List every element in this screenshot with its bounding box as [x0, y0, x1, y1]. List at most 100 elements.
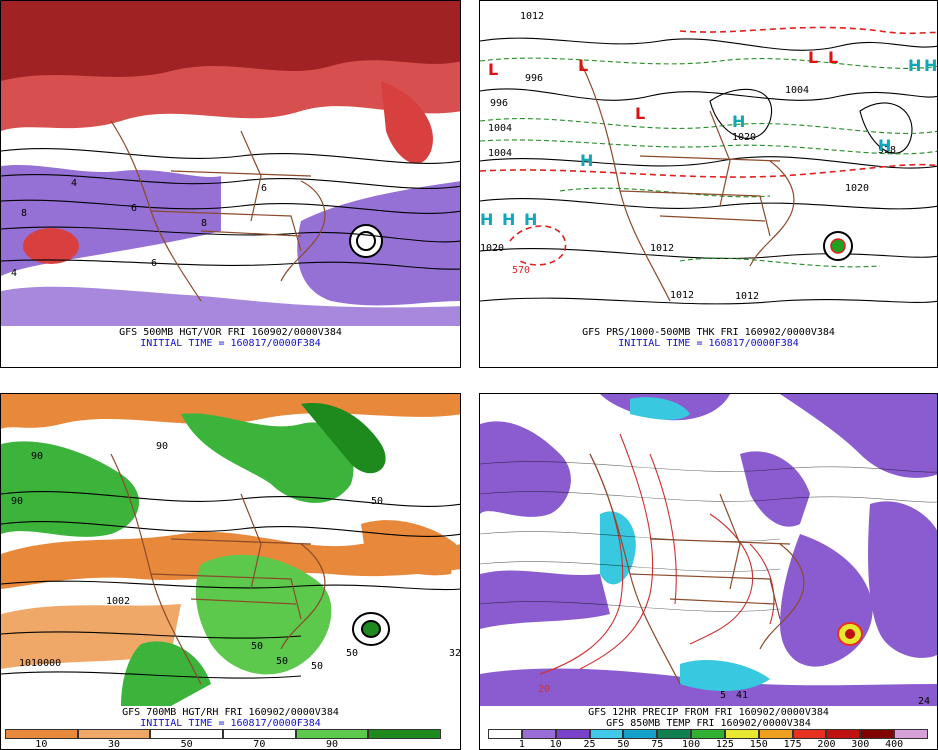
map-label: 996: [490, 98, 508, 109]
initial-time: INITIAL TIME = 160817/0000F384: [140, 718, 321, 729]
caption-line: GFS 12HR PRECIP FROM FRI 160902/0000V384: [588, 707, 829, 718]
legend-swatch: [894, 729, 928, 739]
legend-swatch: [555, 729, 590, 739]
map-700mb: 90 50 50 50 50 50 90 90 32 1010000 1002: [1, 394, 461, 706]
map-500mb: 4 6 8 6 8 6 4: [1, 1, 460, 326]
high-center: H: [878, 136, 891, 155]
legend-swatch: [657, 729, 692, 739]
legend-swatch: [368, 729, 442, 739]
legend-swatch: [589, 729, 624, 739]
initial-time: INITIAL TIME = 160817/0000F384: [618, 338, 799, 349]
map-label: 50: [346, 648, 358, 659]
legend-tick: 150: [749, 739, 768, 750]
legend-swatch: [5, 729, 78, 739]
panel-700mb-rh: 90 50 50 50 50 50 90 90 32 1010000 1002 …: [0, 393, 461, 750]
legend-tick: 90: [325, 739, 339, 750]
map-label: 1010000: [19, 658, 61, 669]
legend-tick: 175: [783, 739, 802, 750]
map-label: 996: [525, 73, 543, 84]
legend-tick: 25: [583, 739, 596, 750]
precip-legend-ticks: 1 10 25 50 75 100 125 150 175 200 300 400: [488, 739, 928, 750]
legend-swatch: [758, 729, 793, 739]
caption-line: GFS 700MB HGT/RH FRI 160902/0000V384: [122, 707, 339, 718]
legend-swatch: [623, 729, 658, 739]
high-center: H: [524, 210, 537, 229]
map-label: 90: [31, 451, 43, 462]
high-center: H: [502, 210, 515, 229]
low-center: L: [808, 48, 818, 67]
legend-swatch: [223, 729, 296, 739]
map-label: 1004: [488, 148, 512, 159]
low-center: L: [828, 48, 838, 67]
caption-line-2: GFS 850MB TEMP FRI 160902/0000V384: [606, 718, 811, 729]
legend-swatch: [488, 729, 522, 739]
legend-tick: 1: [518, 739, 525, 750]
panel-pressure-thickness: 1012 996 996 1004 1004 1004 1020 1020 10…: [479, 0, 938, 368]
map-label: 50: [371, 496, 383, 507]
map-label: 1020: [480, 243, 504, 254]
map-label: 6: [151, 258, 157, 269]
map-label: 90: [156, 441, 168, 452]
legend-tick: 75: [651, 739, 664, 750]
map-label: 1012: [520, 11, 544, 22]
high-center: H: [924, 56, 937, 75]
high-center: H: [732, 112, 745, 131]
caption-line: GFS PRS/1000-500MB THK FRI 160902/0000V3…: [582, 327, 835, 338]
legend-swatch: [826, 729, 861, 739]
legend-swatch: [691, 729, 725, 739]
panel-caption: GFS 12HR PRECIP FROM FRI 160902/0000V384…: [480, 707, 937, 729]
map-label: 41: [736, 690, 748, 701]
map-label: 1004: [785, 85, 809, 96]
rh-color-legend: [5, 729, 442, 739]
panel-caption: GFS 700MB HGT/RH FRI 160902/0000V384 INI…: [1, 707, 460, 729]
legend-tick: 50: [180, 739, 193, 750]
map-label: 90: [11, 496, 23, 507]
panel-precip-850mb: 20 41 5 24 GFS 12HR PRECIP FROM FRI 1609…: [479, 393, 938, 750]
low-center: L: [635, 104, 645, 123]
map-label: 50: [251, 641, 263, 652]
map-precip: 20 41 5 24: [480, 394, 937, 706]
legend-tick: 400: [885, 739, 904, 750]
caption-line: GFS 500MB HGT/VOR FRI 160902/0000V384: [119, 327, 342, 338]
map-pressure: 1012 996 996 1004 1004 1004 1020 1020 10…: [480, 1, 937, 326]
low-center: L: [578, 56, 588, 75]
map-label: 6: [261, 183, 267, 194]
legend-swatch: [295, 729, 369, 739]
map-label: 50: [276, 656, 288, 667]
legend-tick: 10: [35, 739, 48, 750]
legend-tick: 70: [253, 739, 266, 750]
legend-tick: 300: [851, 739, 870, 750]
high-center: H: [580, 151, 593, 170]
map-label: 24: [918, 696, 930, 706]
map-label: 528: [878, 145, 896, 156]
legend-swatch: [860, 729, 895, 739]
map-label: 1012: [650, 243, 674, 254]
map-label: 1012: [735, 291, 759, 302]
panel-caption: GFS 500MB HGT/VOR FRI 160902/0000V384 IN…: [1, 327, 460, 349]
map-label: 8: [21, 208, 27, 219]
legend-swatch: [150, 729, 224, 739]
precip-color-legend: [488, 729, 928, 739]
legend-tick: 200: [817, 739, 836, 750]
map-label: 50: [311, 661, 323, 672]
panel-caption: GFS PRS/1000-500MB THK FRI 160902/0000V3…: [480, 327, 937, 349]
map-label: 1002: [106, 596, 130, 607]
map-label: 4: [71, 178, 77, 189]
legend-swatch: [792, 729, 827, 739]
legend-swatch: [77, 729, 151, 739]
panel-500mb-vorticity: 4 6 8 6 8 6 4 GFS 500MB HGT/VOR FRI 1609…: [0, 0, 461, 368]
map-label: 6: [131, 203, 137, 214]
legend-tick: 10: [549, 739, 562, 750]
low-center: L: [488, 60, 498, 79]
map-label: 1020: [732, 132, 756, 143]
high-center: H: [480, 210, 493, 229]
rh-legend-ticks: 10 30 50 70 90: [5, 739, 441, 750]
initial-time: INITIAL TIME = 160817/0000F384: [140, 338, 321, 349]
map-label: 32: [449, 648, 461, 659]
map-label: 5: [720, 690, 726, 701]
legend-tick: 125: [715, 739, 734, 750]
map-label: 8: [201, 218, 207, 229]
legend-tick: 50: [617, 739, 630, 750]
map-label: 1020: [845, 183, 869, 194]
legend-tick: 100: [682, 739, 701, 750]
